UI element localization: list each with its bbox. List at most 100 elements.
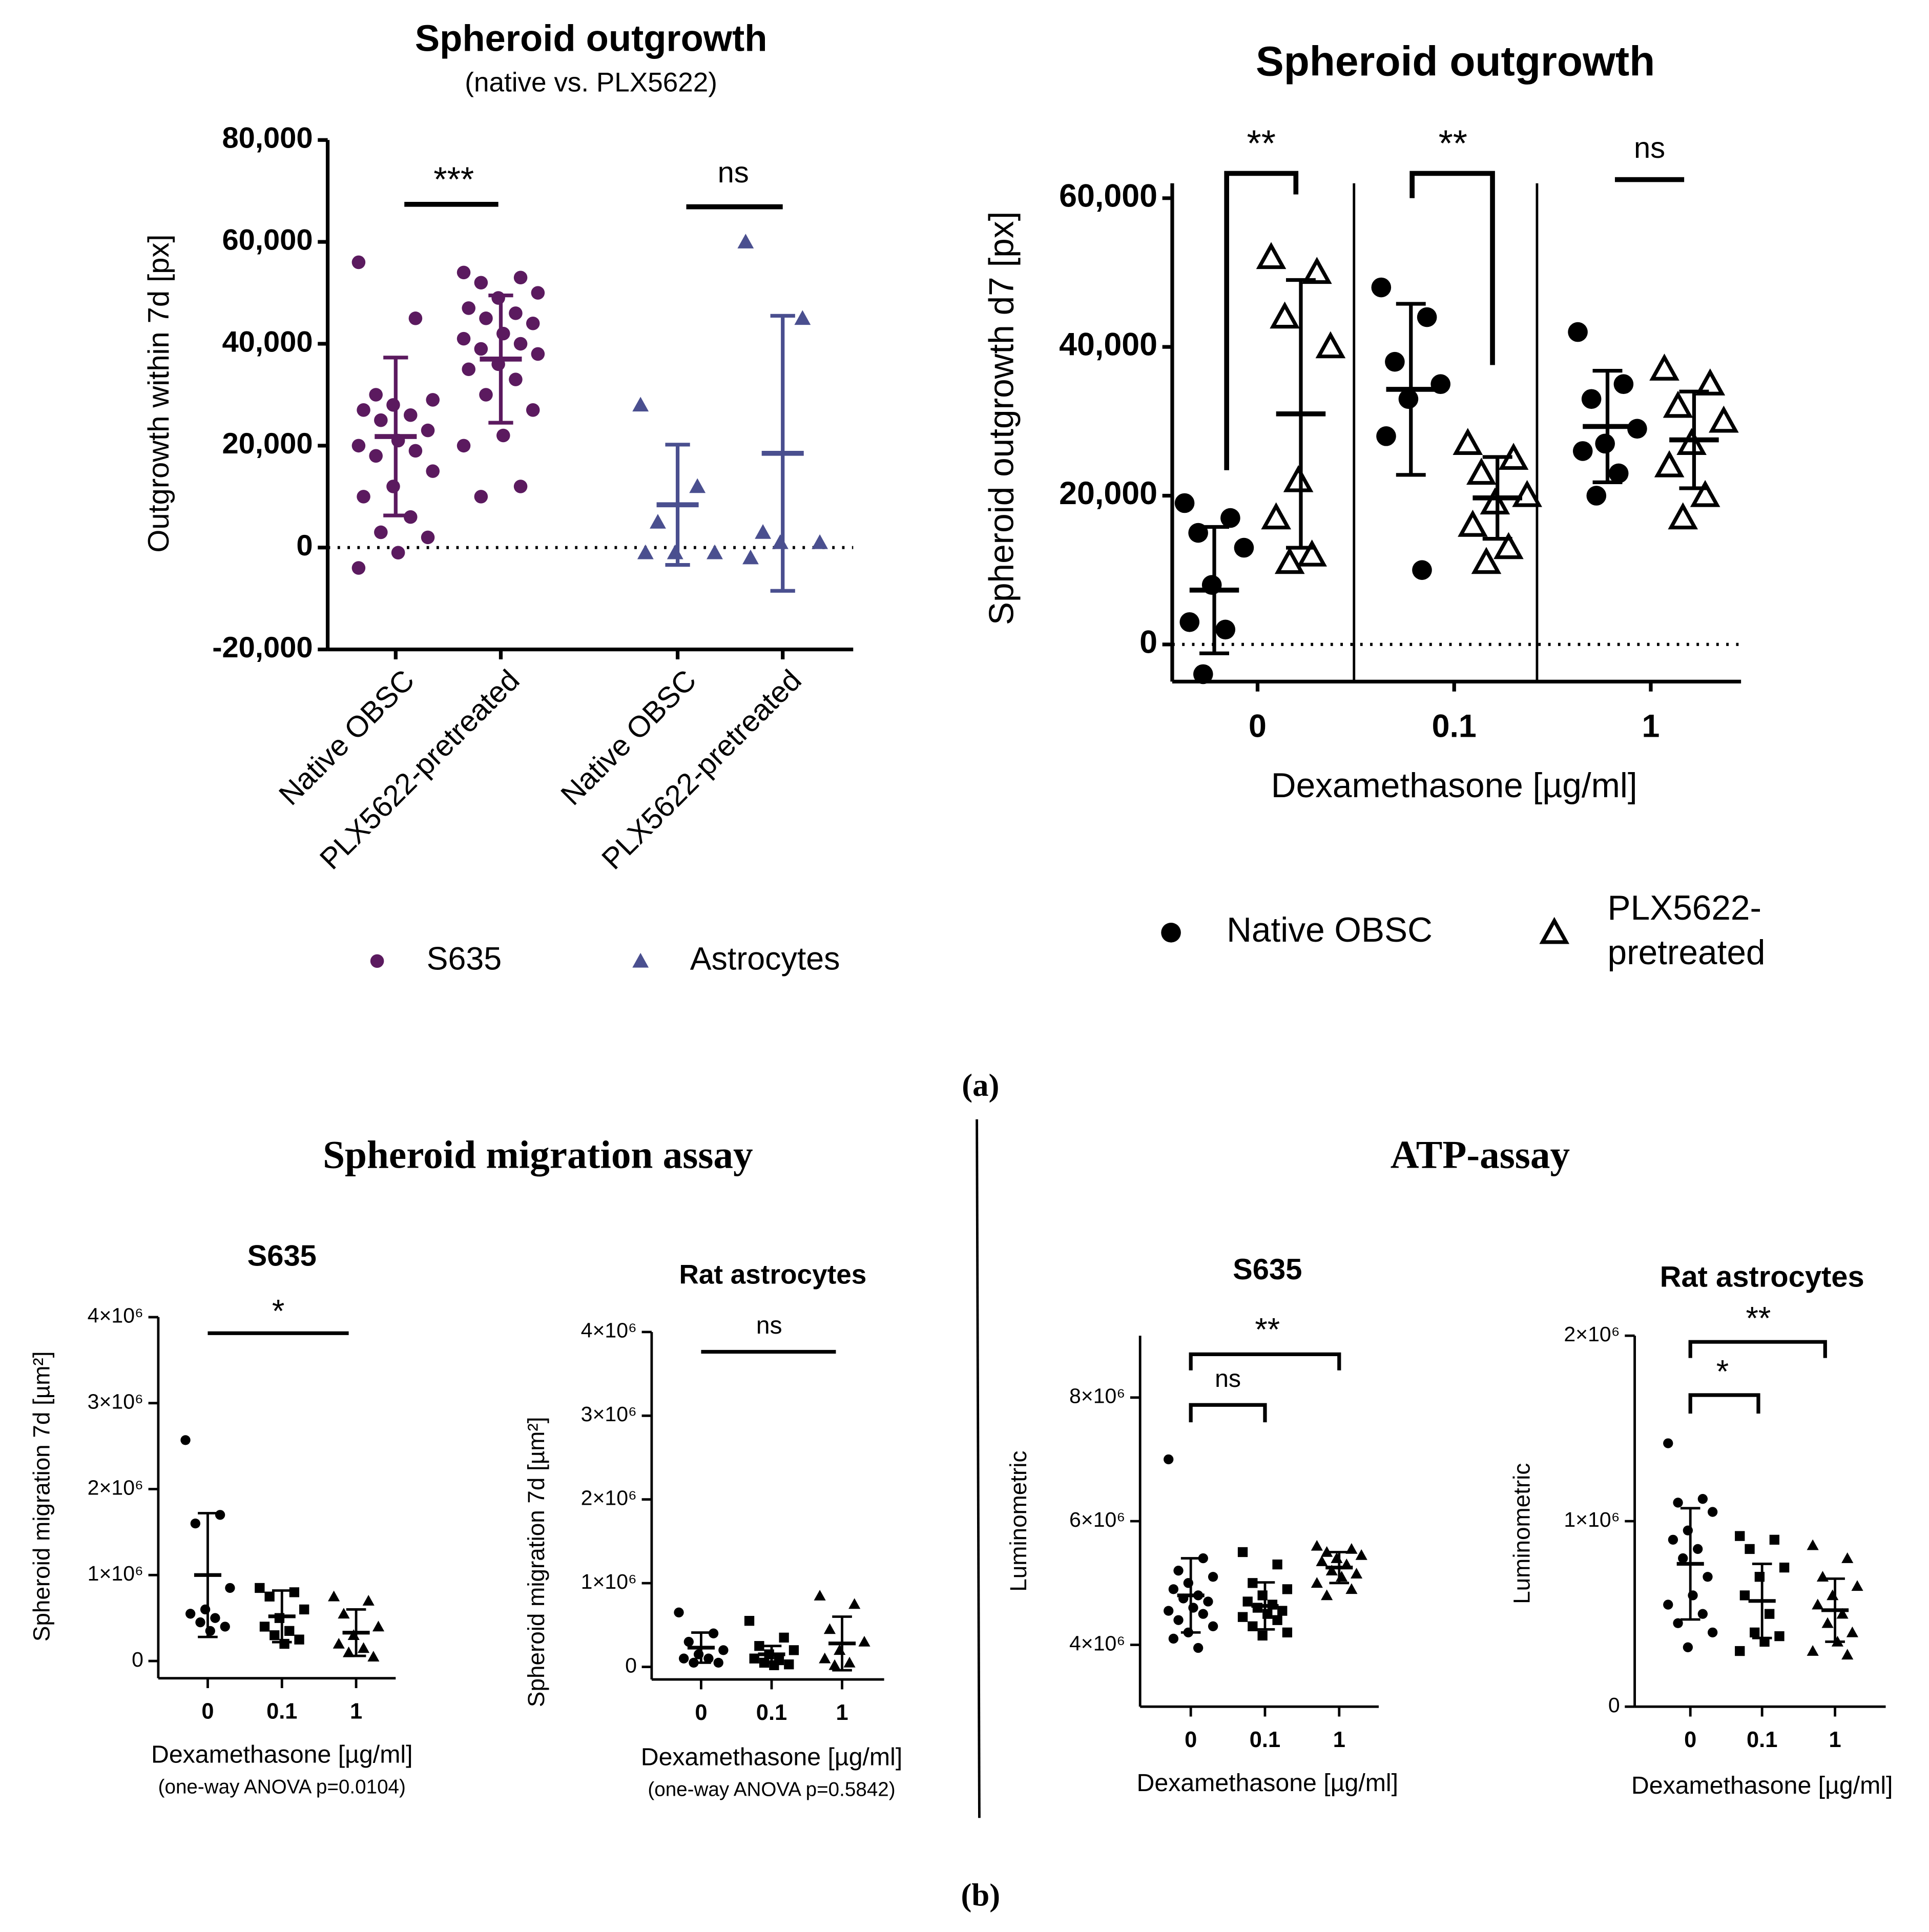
point bbox=[513, 480, 528, 493]
x-tick-label: 1 bbox=[1829, 1728, 1841, 1752]
panel-label: (b) bbox=[961, 1877, 1001, 1913]
y-tick-label: 0 bbox=[296, 529, 313, 562]
point bbox=[526, 403, 540, 417]
x-tick-label: 0.1 bbox=[756, 1700, 787, 1725]
y-tick-label: 0 bbox=[1608, 1693, 1620, 1717]
point bbox=[1494, 532, 1524, 559]
point bbox=[823, 1623, 836, 1634]
point bbox=[386, 398, 400, 412]
point bbox=[1663, 1599, 1673, 1610]
y-tick-label: 2×10⁶ bbox=[88, 1476, 143, 1499]
point bbox=[1272, 1559, 1282, 1570]
point bbox=[1769, 1534, 1779, 1545]
point bbox=[408, 444, 423, 458]
x-tick-label: 1 bbox=[836, 1700, 848, 1725]
chart-title: Rat astrocytes bbox=[679, 1259, 866, 1290]
point bbox=[509, 372, 523, 386]
point bbox=[1325, 1565, 1338, 1575]
point bbox=[1613, 374, 1634, 394]
point bbox=[370, 954, 384, 968]
point bbox=[703, 1653, 714, 1664]
point bbox=[1272, 1615, 1282, 1625]
y-axis-label: Spheroid migration 7d [µm²] bbox=[28, 1352, 55, 1642]
point bbox=[462, 301, 475, 315]
y-tick-label: 1×10⁶ bbox=[581, 1570, 637, 1593]
point bbox=[814, 1590, 826, 1601]
significance-label: * bbox=[1716, 1354, 1729, 1390]
point bbox=[650, 514, 666, 529]
point bbox=[351, 255, 366, 269]
point bbox=[744, 1616, 755, 1626]
point bbox=[369, 449, 383, 463]
point bbox=[357, 1642, 370, 1653]
section-title: Spheroid migration assay bbox=[323, 1133, 753, 1177]
y-tick-label: 40,000 bbox=[1059, 327, 1157, 363]
point bbox=[215, 1510, 225, 1520]
point bbox=[1821, 1617, 1834, 1628]
point bbox=[754, 1641, 764, 1651]
point bbox=[1417, 307, 1437, 327]
point bbox=[1572, 441, 1593, 461]
point bbox=[180, 1435, 191, 1445]
point bbox=[1471, 547, 1502, 574]
point bbox=[1321, 1546, 1333, 1557]
point bbox=[357, 490, 370, 504]
y-tick-label: 4×10⁶ bbox=[581, 1319, 637, 1342]
point bbox=[1709, 405, 1739, 433]
y-tick-label: 2×10⁶ bbox=[581, 1486, 637, 1510]
x-axis-label: Dexamethasone [µg/ml] bbox=[1137, 1769, 1399, 1797]
point bbox=[1345, 1583, 1358, 1594]
point bbox=[294, 1634, 304, 1645]
significance-bracket bbox=[1189, 1403, 1267, 1423]
point bbox=[1174, 493, 1195, 513]
note: (one-way ANOVA p=0.0104) bbox=[158, 1776, 406, 1798]
point bbox=[737, 234, 754, 248]
point bbox=[713, 1657, 723, 1668]
y-tick-label: 60,000 bbox=[1059, 178, 1157, 214]
legend-label: S635 bbox=[427, 941, 502, 977]
point bbox=[1841, 1552, 1854, 1563]
point bbox=[683, 1636, 694, 1647]
x-axis-label: Dexamethasone [µg/ml] bbox=[1631, 1772, 1893, 1799]
x-axis-label: Dexamethasone [µg/ml] bbox=[151, 1740, 413, 1768]
point bbox=[1735, 1646, 1745, 1656]
point bbox=[1215, 619, 1236, 640]
significance-label: ns bbox=[1215, 1365, 1241, 1393]
y-tick-label: 40,000 bbox=[222, 325, 313, 358]
point bbox=[374, 525, 388, 539]
y-tick-label: 2×10⁶ bbox=[1564, 1322, 1620, 1346]
point bbox=[858, 1635, 870, 1647]
point bbox=[1683, 1642, 1693, 1652]
chart-subtitle: (native vs. PLX5622) bbox=[465, 68, 717, 98]
point bbox=[1277, 1606, 1288, 1616]
point bbox=[1208, 1621, 1218, 1631]
significance-bracket bbox=[1189, 1352, 1341, 1370]
y-tick-label: 4×10⁶ bbox=[1069, 1631, 1125, 1655]
point bbox=[333, 1637, 345, 1649]
point bbox=[462, 362, 475, 377]
point bbox=[1237, 1612, 1248, 1622]
y-axis-label: Outgrowth within 7d [px] bbox=[142, 234, 175, 552]
point bbox=[1198, 1609, 1208, 1619]
point bbox=[1595, 433, 1615, 454]
point bbox=[1654, 450, 1685, 477]
x-tick-label: 1 bbox=[350, 1699, 362, 1724]
point bbox=[632, 397, 649, 412]
point bbox=[1385, 351, 1405, 372]
point bbox=[195, 1617, 205, 1628]
point bbox=[457, 265, 471, 280]
significance-bracket bbox=[1224, 171, 1299, 470]
x-tick-label: 0.1 bbox=[1747, 1728, 1777, 1752]
point bbox=[1836, 1608, 1849, 1619]
y-tick-label: 80,000 bbox=[222, 122, 313, 155]
significance-label: ** bbox=[1439, 122, 1467, 164]
legend-label: Astrocytes bbox=[690, 941, 840, 977]
point bbox=[812, 534, 828, 549]
point bbox=[509, 306, 523, 320]
point bbox=[426, 464, 440, 478]
x-tick-label: 0 bbox=[201, 1699, 214, 1724]
point bbox=[408, 311, 423, 325]
point bbox=[1193, 664, 1213, 684]
x-tick-label: 0.1 bbox=[1432, 709, 1477, 744]
chart-title: Rat astrocytes bbox=[1660, 1260, 1864, 1293]
